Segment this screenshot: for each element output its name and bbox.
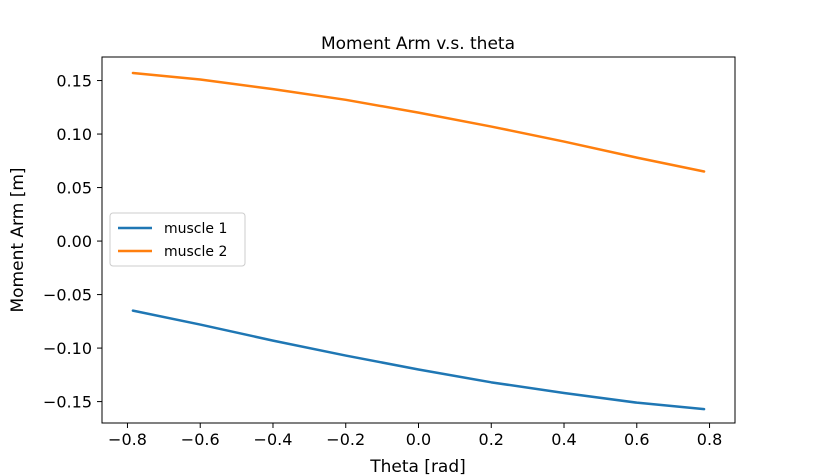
legend: muscle 1 muscle 2 xyxy=(109,212,246,267)
x-tick-label: −0.8 xyxy=(108,430,147,449)
legend-label-muscle-2: muscle 2 xyxy=(164,244,227,260)
x-axis-label: Theta [rad] xyxy=(369,457,466,476)
legend-box xyxy=(109,212,246,267)
y-tick-label: −0.10 xyxy=(43,339,92,358)
x-tick-label: 0.0 xyxy=(406,430,431,449)
x-tick-label: −0.2 xyxy=(326,430,365,449)
x-tick-label: 0.8 xyxy=(697,430,722,449)
x-tick-label: −0.6 xyxy=(181,430,220,449)
legend-label-muscle-1: muscle 1 xyxy=(164,221,227,237)
y-tick-label: 0.15 xyxy=(56,72,92,91)
x-tick-label: 0.4 xyxy=(551,430,576,449)
x-tick-label: 0.6 xyxy=(624,430,649,449)
y-tick-label: 0.05 xyxy=(56,179,92,198)
x-tick-label: 0.2 xyxy=(479,430,504,449)
x-axis: −0.8 −0.6 −0.4 −0.2 0.0 0.2 0.4 0.6 0.8 xyxy=(108,423,722,449)
series-line-muscle-1 xyxy=(131,309,706,411)
y-tick-label: −0.15 xyxy=(43,393,92,412)
y-axis-label: Moment Arm [m] xyxy=(8,167,28,312)
series-layer xyxy=(131,71,706,411)
chart-title: Moment Arm v.s. theta xyxy=(321,34,515,54)
x-tick-label: −0.4 xyxy=(254,430,293,449)
y-axis: −0.15 −0.10 −0.05 0.00 0.05 0.10 0.15 xyxy=(43,72,102,412)
y-tick-label: −0.05 xyxy=(43,286,92,305)
y-tick-label: 0.10 xyxy=(56,125,92,144)
y-tick-label: 0.00 xyxy=(56,232,92,251)
series-line-muscle-2 xyxy=(131,71,706,173)
